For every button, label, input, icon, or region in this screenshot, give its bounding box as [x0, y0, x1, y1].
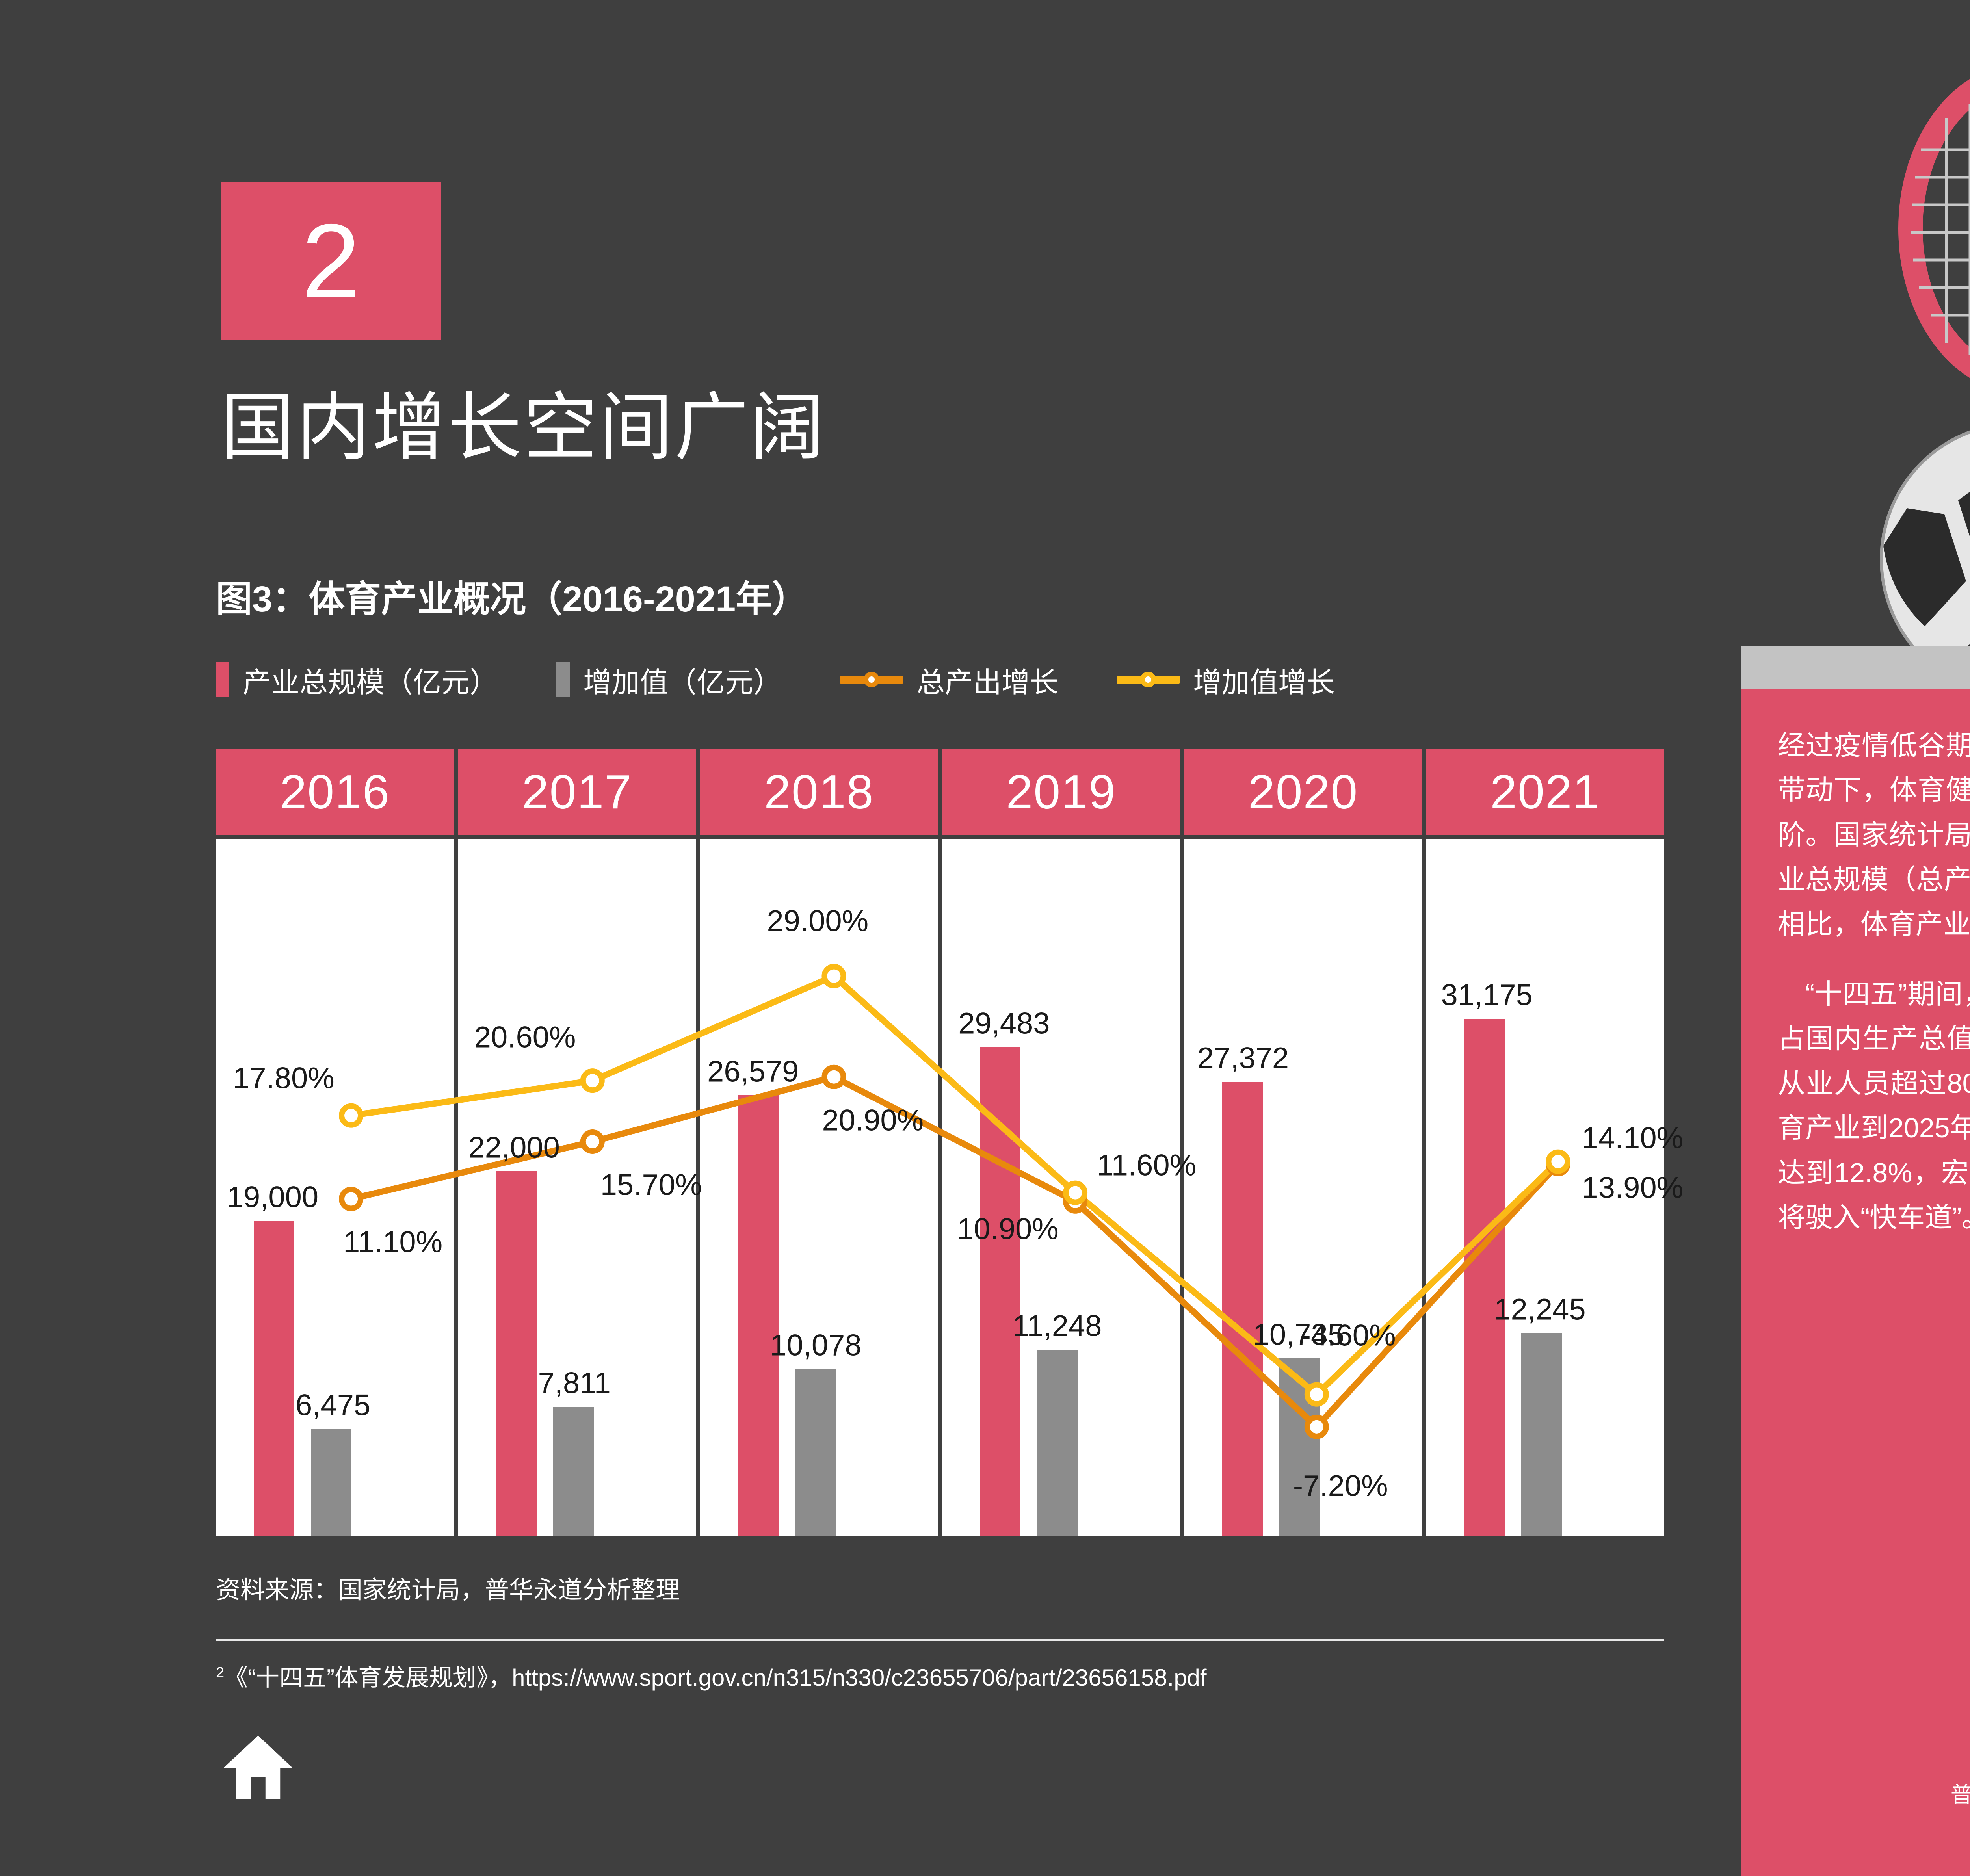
soccer-ball-icon: [1880, 430, 1970, 646]
commentary-panel: 经过疫情低谷期，我国体育产业再次扬帆起航。在一系列政策措施的带动下，体育健身和体…: [1741, 689, 1970, 1876]
legend-swatch-gray-bar: [556, 662, 570, 697]
legend-label-total-output-growth: 总产出增长: [916, 667, 1059, 698]
page-title: 国内增长空间广阔: [221, 386, 826, 469]
right-sidebar-column: 1: [1741, 0, 1970, 1876]
pct-label-total-output-2020: -7.20%: [1293, 1469, 1388, 1503]
footnote-text: 《“十四五”体育发展规划》，https://www.sport.gov.cn/n…: [224, 1664, 1207, 1691]
left-content-column: 2 国内增长空间广阔 图3：体育产业概况（2016-2021年） 产业总规模（亿…: [216, 182, 1683, 1804]
illustration-svg: 1: [1741, 0, 1970, 646]
year-cell-2021: 2021: [1426, 749, 1664, 835]
year-label: 2020: [1248, 765, 1359, 819]
legend-swatch-pink-bar: [216, 662, 229, 697]
year-cell-2019: 2019: [942, 749, 1180, 835]
pct-label-added-growth-2021: 14.10%: [1582, 1121, 1684, 1155]
sports-illustration: 1: [1741, 0, 1970, 646]
figure-title: 图3：体育产业概况（2016-2021年）: [216, 579, 808, 619]
pct-label-total-output-2019: 10.90%: [957, 1212, 1059, 1246]
footnote-marker: 2: [216, 1664, 225, 1681]
legend-label-total-scale: 产业总规模（亿元）: [243, 667, 498, 698]
pct-label-added-growth-2020: -4.60%: [1301, 1319, 1396, 1352]
chart-year-header: 2016 2017 2018 2019 2020 2021: [216, 749, 1664, 835]
figure-source: 资料来源：国家统计局，普华永道分析整理: [216, 1577, 680, 1604]
bar-label-total-2017: 22,000: [468, 1131, 560, 1165]
year-label: 2021: [1490, 765, 1600, 819]
commentary-paragraph-2: “十四五”期间，体育产业的发展目标是总规模达到5万亿元，增加值占国内生产总值比重…: [1778, 972, 1970, 1240]
year-cell-2017: 2017: [458, 749, 696, 835]
footnote: 2《“十四五”体育发展规划》，https://www.sport.gov.cn/…: [216, 1659, 1207, 1693]
para2-part-b: 。体育产业到2025年产业规模将达到5万亿元，20-25年年均复合增长率需达到1…: [1778, 1113, 1970, 1233]
bar-label-total-2019: 29,483: [958, 1007, 1050, 1040]
chart-data-labels: 19,000 6,475 22,000 7,811 26,579 10,078 29,483…: [216, 839, 1683, 1536]
bar-label-total-2020: 27,372: [1197, 1041, 1289, 1075]
home-icon[interactable]: [221, 1733, 296, 1804]
pct-label-added-growth-2019: 11.60%: [1097, 1148, 1197, 1182]
year-label: 2019: [1006, 765, 1116, 819]
pct-label-added-growth-2017: 20.60%: [474, 1020, 576, 1054]
chart-legend: 产业总规模（亿元） 增加值（亿元） 总产出增长 增加值增长: [216, 658, 1674, 701]
bar-label-added-2018: 10,078: [770, 1328, 862, 1362]
tennis-racket-icon: [1898, 79, 1970, 378]
year-cell-2020: 2020: [1184, 749, 1422, 835]
pct-label-total-output-2017: 15.70%: [600, 1168, 702, 1202]
bar-label-total-2016: 19,000: [227, 1180, 319, 1214]
commentary-text: 经过疫情低谷期，我国体育产业再次扬帆起航。在一系列政策措施的带动下，体育健身和体…: [1778, 723, 1970, 1240]
sports-industry-chart: 2016 2017 2018 2019 2020 2021 19,000 6,47…: [216, 749, 1683, 1536]
legend-swatch-orange-line: [840, 667, 903, 692]
legend-item-total-output-growth: 总产出增长: [840, 659, 1058, 700]
year-cell-2018: 2018: [700, 749, 938, 835]
legend-swatch-yellow-line: [1117, 667, 1180, 692]
bar-total-scale: [254, 1221, 295, 1536]
page-footer: 普华永道全球体育行业调研（第七期）中国报告 10: [1950, 1782, 1970, 1807]
pct-label-added-growth-2016: 17.80%: [233, 1061, 335, 1095]
legend-item-added-value-growth: 增加值增长: [1117, 659, 1335, 700]
section-number-badge: 2: [221, 182, 441, 340]
bar-added-value: [311, 1429, 352, 1536]
legend-label-added-value-growth: 增加值增长: [1193, 667, 1335, 698]
pct-label-total-output-2018: 20.90%: [822, 1103, 924, 1137]
year-label: 2018: [764, 765, 874, 819]
commentary-paragraph-1: 经过疫情低谷期，我国体育产业再次扬帆起航。在一系列政策措施的带动下，体育健身和体…: [1778, 730, 1970, 940]
legend-item-added-value: 增加值（亿元）: [556, 659, 782, 700]
bar-label-added-2017: 7,811: [538, 1366, 611, 1400]
footnote-divider: [216, 1639, 1664, 1641]
gray-divider-strip: [1741, 646, 1970, 689]
bar-label-total-2018: 26,579: [707, 1055, 799, 1088]
legend-label-added-value: 增加值（亿元）: [583, 667, 782, 698]
legend-item-total-scale: 产业总规模（亿元）: [216, 659, 498, 700]
pct-label-total-output-2021: 13.90%: [1582, 1171, 1684, 1205]
year-cell-2016: 2016: [216, 749, 454, 835]
bar-label-added-2016: 6,475: [296, 1388, 371, 1422]
para2-part-a: “十四五”期间，体育产业的发展目标是总规模达到5万亿元，增加值占国内生产总值比重…: [1778, 978, 1970, 1099]
pct-label-total-output-2016: 11.10%: [343, 1225, 443, 1259]
section-number: 2: [301, 202, 361, 320]
pct-label-added-growth-2018: 29.00%: [767, 904, 869, 938]
year-label: 2016: [280, 765, 390, 819]
bar-label-total-2021: 31,175: [1441, 978, 1533, 1012]
bar-label-added-2020: 10,735: [1253, 1318, 1345, 1352]
year-label: 2017: [522, 765, 632, 819]
bar-label-added-2019: 11,248: [1012, 1309, 1102, 1343]
bar-label-added-2021: 12,245: [1494, 1293, 1586, 1326]
